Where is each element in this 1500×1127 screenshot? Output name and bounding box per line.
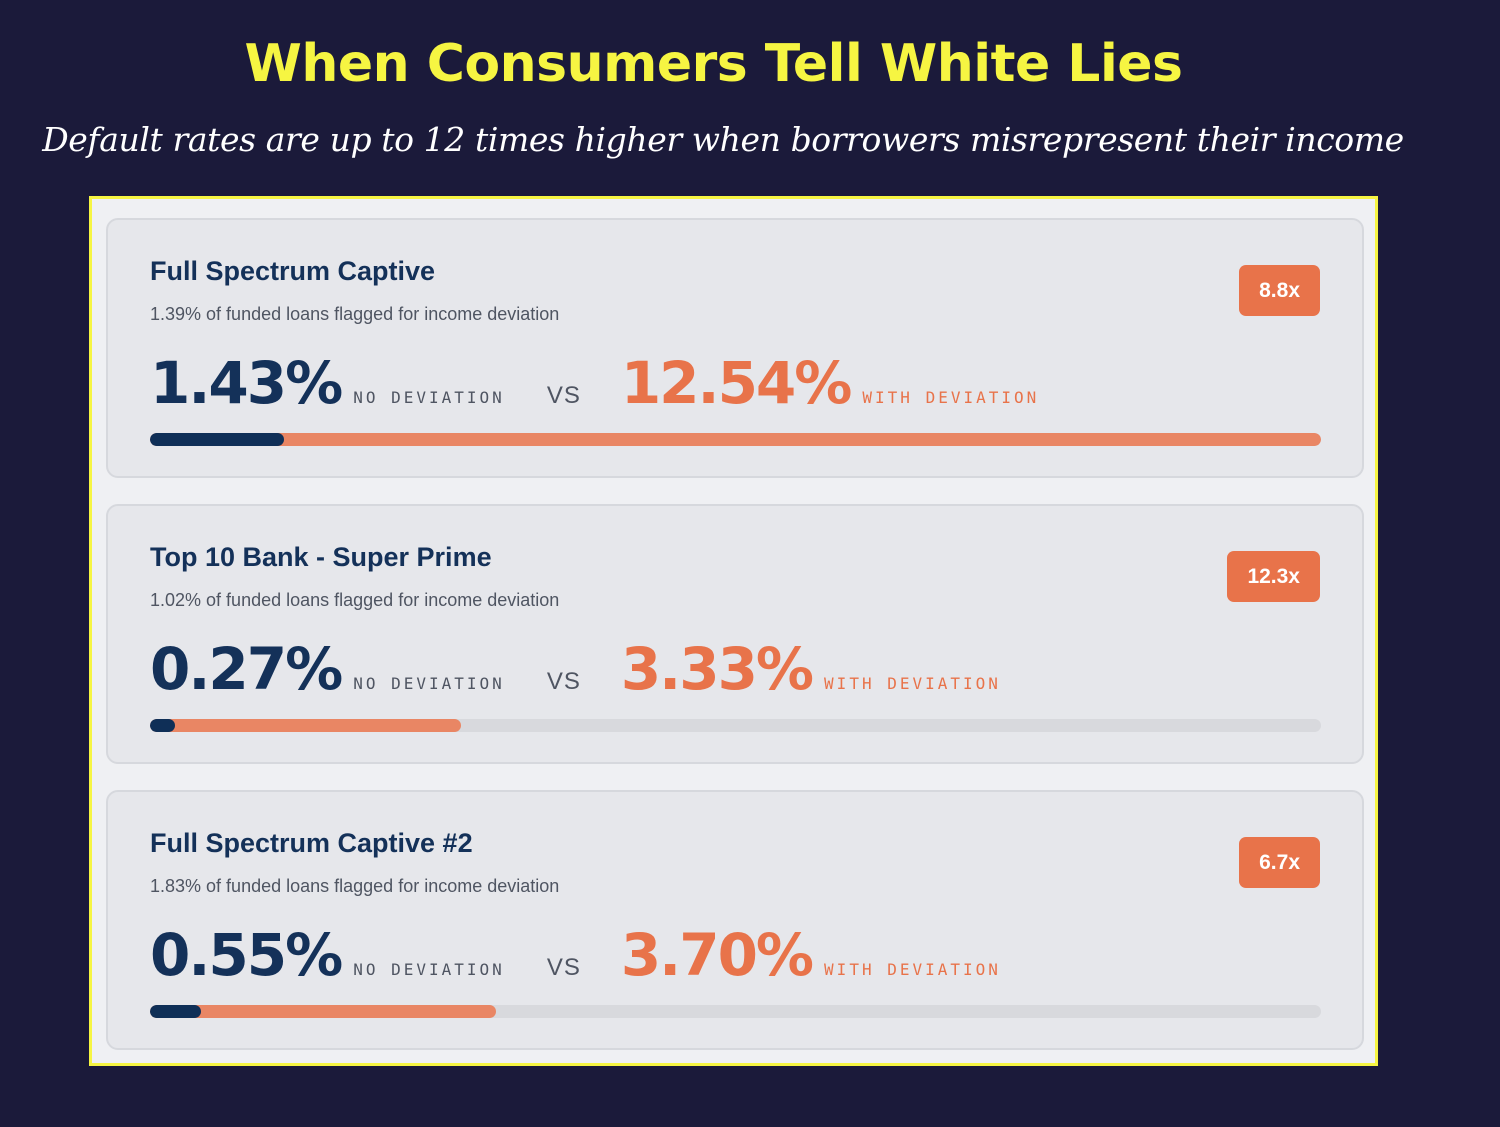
rate-bar-track: [150, 719, 1321, 732]
no-deviation-bar: [150, 719, 176, 732]
with-deviation-rate: 12.54%: [620, 349, 853, 417]
flagged-loans-note: 1.02% of funded loans flagged for income…: [150, 590, 560, 610]
vs-label: VS: [546, 382, 581, 409]
flagged-loans-note: 1.83% of funded loans flagged for income…: [150, 876, 560, 896]
with-deviation-bar: [150, 1005, 496, 1018]
multiplier-badge: 8.8x: [1239, 265, 1320, 316]
flagged-loans-note: 1.39% of funded loans flagged for income…: [150, 304, 560, 324]
stat-row: 0.55% NO DEVIATION VS 3.70% WITH DEVIATI…: [150, 920, 1001, 990]
page-title: When Consumers Tell White Lies: [244, 34, 1184, 94]
card-title: Full Spectrum Captive #2: [150, 828, 473, 858]
with-deviation-label: WITH DEVIATION: [862, 388, 1040, 407]
no-deviation-label: NO DEVIATION: [353, 960, 505, 979]
comparison-card-full-spectrum-captive: Full Spectrum Captive 1.39% of funded lo…: [106, 218, 1364, 478]
vs-label: VS: [546, 668, 581, 695]
rate-bar-track: [150, 1005, 1321, 1018]
with-deviation-label: WITH DEVIATION: [824, 674, 1001, 693]
cards-panel: Full Spectrum Captive 1.39% of funded lo…: [89, 196, 1378, 1066]
with-deviation-rate: 3.33%: [620, 635, 814, 703]
no-deviation-rate: 0.27%: [150, 635, 343, 703]
page-subtitle: Default rates are up to 12 times higher …: [42, 120, 1404, 159]
no-deviation-bar: [150, 1005, 202, 1018]
stat-row: 0.27% NO DEVIATION VS 3.33% WITH DEVIATI…: [150, 634, 1001, 704]
no-deviation-label: NO DEVIATION: [353, 388, 505, 407]
comparison-card-full-spectrum-captive-2: Full Spectrum Captive #2 1.83% of funded…: [106, 790, 1364, 1050]
no-deviation-label: NO DEVIATION: [353, 674, 505, 693]
card-title: Top 10 Bank - Super Prime: [150, 542, 492, 572]
vs-label: VS: [546, 954, 581, 981]
card-title: Full Spectrum Captive: [150, 256, 436, 286]
with-deviation-rate: 3.70%: [620, 921, 814, 989]
rate-bar-track: [150, 433, 1321, 446]
with-deviation-bar: [150, 433, 1321, 446]
with-deviation-bar: [150, 719, 461, 732]
multiplier-badge: 12.3x: [1227, 551, 1320, 602]
comparison-card-top-10-bank: Top 10 Bank - Super Prime 1.02% of funde…: [106, 504, 1364, 764]
with-deviation-label: WITH DEVIATION: [824, 960, 1001, 979]
no-deviation-rate: 0.55%: [150, 921, 343, 989]
stat-row: 1.43% NO DEVIATION VS 12.54% WITH DEVIAT…: [150, 348, 1039, 418]
multiplier-badge: 6.7x: [1239, 837, 1320, 888]
no-deviation-rate: 1.43%: [150, 349, 343, 417]
no-deviation-bar: [150, 433, 284, 446]
